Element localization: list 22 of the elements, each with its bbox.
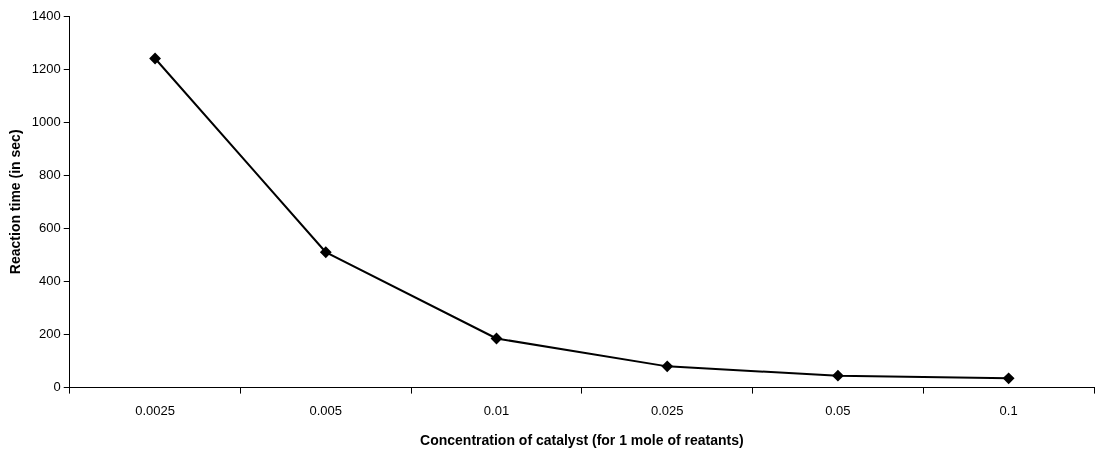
y-tick-label: 1400 [31, 7, 61, 23]
x-tick-label: 0.0025 [135, 402, 175, 418]
x-tick-label: 0.025 [650, 402, 684, 418]
y-tick-label: 800 [39, 166, 61, 182]
y-tick-label: 1000 [31, 113, 61, 129]
x-axis-title: Concentration of catalyst (for 1 mole of reatants) [420, 432, 744, 449]
x-tick-label: 0.01 [483, 402, 510, 418]
point [661, 360, 673, 372]
x-tick-label: 0.05 [825, 402, 851, 418]
y-tick-label: 200 [39, 326, 61, 342]
point [832, 370, 844, 382]
y-tick-label: 0 [53, 379, 61, 395]
point [1003, 372, 1015, 384]
point [149, 52, 161, 64]
y-tick-label: 600 [39, 219, 61, 235]
y-tick-label: 1200 [31, 60, 61, 76]
point [491, 333, 502, 344]
point [320, 246, 332, 258]
y-axis-title: Reaction time (in sec) [7, 129, 24, 275]
x-tick-label: 0.005 [309, 402, 343, 418]
x-tick-label: 0.1 [999, 402, 1018, 418]
y-tick-label: 400 [39, 273, 61, 289]
